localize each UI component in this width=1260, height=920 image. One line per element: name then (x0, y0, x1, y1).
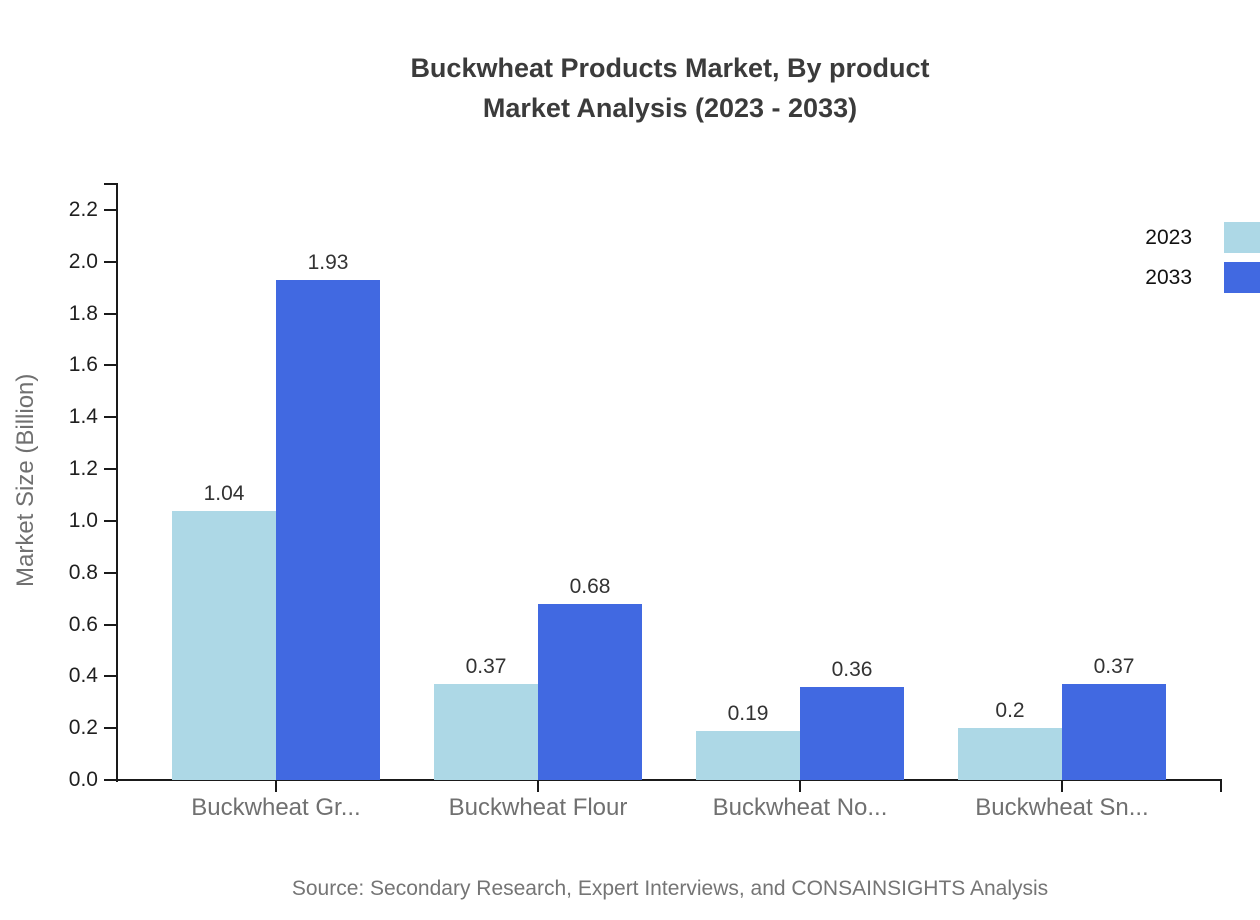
bar-value-label: 0.36 (831, 657, 873, 681)
chart-title-line2: Market Analysis (2023 - 2033) (482, 93, 858, 123)
y-tick-label: 0.8 (68, 560, 98, 584)
y-tick-mark (104, 519, 116, 522)
y-tick-label: 1.8 (68, 301, 98, 325)
y-tick-mark (104, 364, 116, 367)
bar-2023-0 (172, 510, 276, 780)
bar-value-label: 0.19 (727, 701, 769, 725)
bar-2033-1 (538, 603, 642, 780)
y-tick-label: 0.0 (68, 768, 98, 791)
bar-value-label: 0.68 (569, 574, 611, 598)
y-tick-label: 1.0 (68, 508, 98, 532)
legend-swatch-2033 (1224, 262, 1260, 293)
x-category-label: Buckwheat No... (712, 794, 888, 821)
x-tick-mark (537, 780, 539, 792)
x-category-label: Buckwheat Flour (448, 794, 628, 821)
x-axis-spine (116, 779, 1222, 781)
legend-swatch-2023 (1224, 222, 1260, 253)
y-tick-mark (104, 727, 116, 730)
y-tick-label: 1.2 (68, 457, 98, 481)
y-tick-mark (104, 623, 116, 626)
y-tick-label: 0.6 (68, 612, 98, 636)
legend-entry-2033: 2033 (1052, 262, 1260, 293)
x-tick-mark (799, 780, 801, 792)
bar-value-label: 1.04 (203, 481, 245, 505)
x-tick-mark (1061, 780, 1063, 792)
y-tick-label: 2.0 (68, 249, 98, 273)
y-tick-mark (104, 209, 116, 211)
chart-title: Buckwheat Products Market, By product Ma… (80, 48, 1260, 128)
y-axis-end-cap (104, 183, 116, 185)
bar-2033-3 (1062, 684, 1166, 780)
bar-2033-2 (800, 686, 904, 780)
bar-value-label: 0.37 (1093, 655, 1135, 679)
bar-value-label: 0.37 (465, 655, 507, 679)
bar-2023-3 (958, 728, 1062, 780)
bar-2023-2 (696, 730, 800, 780)
legend-label-2023: 2023 (1145, 226, 1192, 249)
bar-2023-1 (434, 684, 538, 780)
y-tick-mark (104, 779, 116, 781)
x-category-label: Buckwheat Gr... (191, 794, 361, 821)
bar-value-label: 1.93 (307, 250, 349, 274)
y-tick-mark (104, 675, 116, 678)
y-tick-mark (104, 571, 116, 574)
y-tick-label: 0.4 (68, 664, 98, 688)
y-tick-mark (104, 416, 116, 419)
bar-value-label: 0.2 (995, 699, 1025, 723)
y-tick-label: 1.6 (68, 353, 98, 377)
source-note: Source: Secondary Research, Expert Inter… (291, 877, 1049, 900)
y-tick-mark (104, 468, 116, 471)
chart-title-line1: Buckwheat Products Market, By product (410, 53, 930, 83)
y-tick-label: 0.2 (68, 716, 98, 740)
bar-2033-0 (276, 279, 380, 780)
legend-label-2033: 2033 (1145, 266, 1192, 289)
y-tick-mark (104, 312, 116, 315)
y-axis-spine (116, 183, 118, 782)
x-category-label: Buckwheat Sn... (975, 794, 1149, 821)
legend-entry-2023: 2023 (1052, 222, 1260, 253)
y-tick-label: 2.2 (68, 198, 98, 221)
x-tick-mark (275, 780, 277, 792)
x-axis-end-cap (1220, 780, 1222, 792)
y-tick-mark (104, 260, 116, 263)
y-tick-label: 1.4 (68, 405, 98, 429)
